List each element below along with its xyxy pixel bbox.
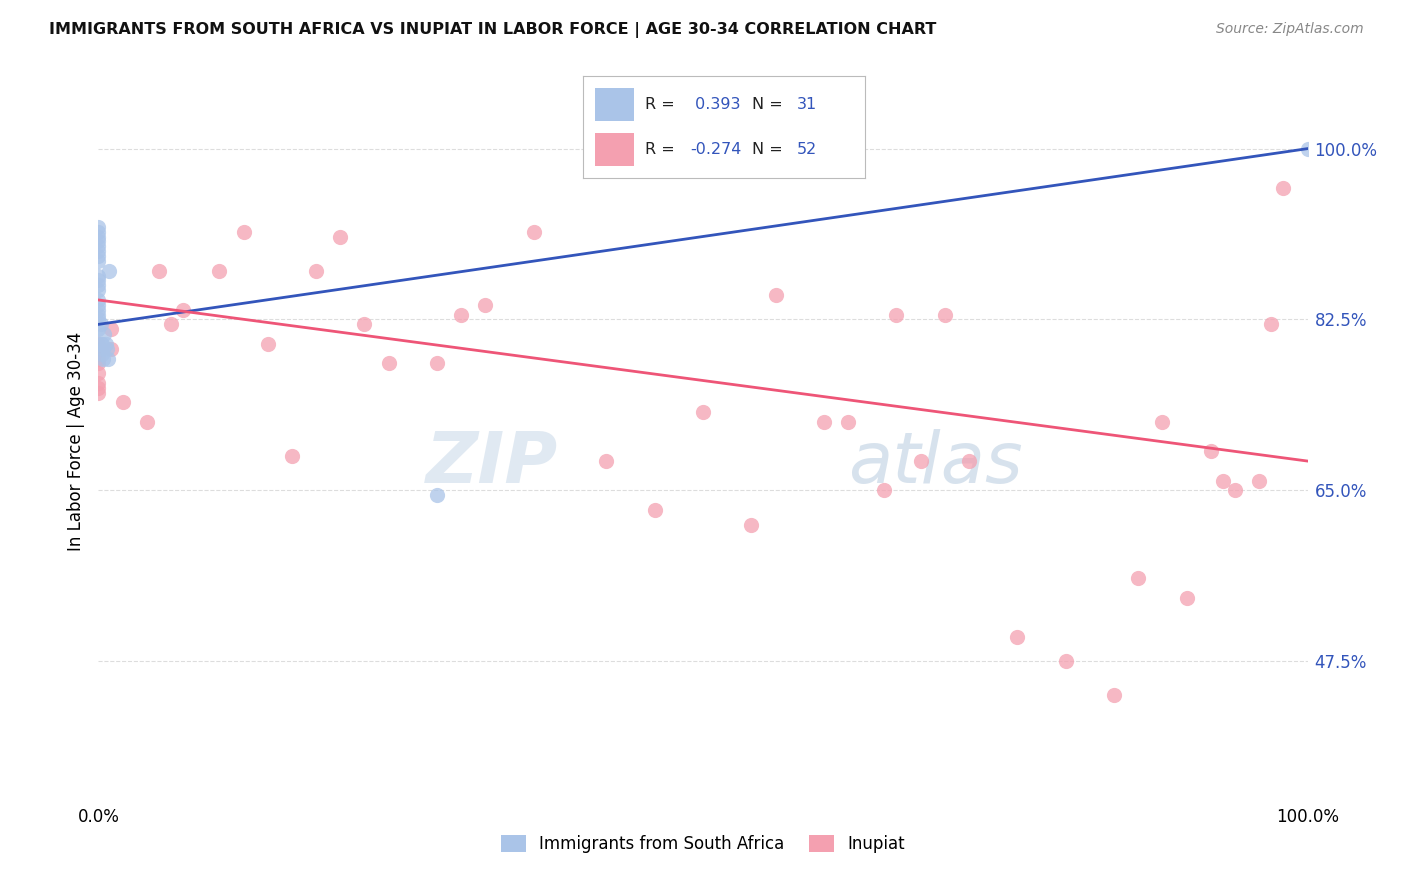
Point [910,454,932,468]
Point [87,381,110,395]
Point [1054,654,1077,668]
Point [87,219,110,234]
Point [377,356,399,370]
Point [1223,483,1246,498]
Point [329,229,352,244]
Point [87,351,110,366]
Text: IMMIGRANTS FROM SOUTH AFRICA VS INUPIAT IN LABOR FORCE | AGE 30-34 CORRELATION C: IMMIGRANTS FROM SOUTH AFRICA VS INUPIAT … [49,22,936,38]
Point [837,415,859,429]
Point [87,322,110,336]
Point [813,415,835,429]
Text: Source: ZipAtlas.com: Source: ZipAtlas.com [1216,22,1364,37]
Point [87,235,110,249]
Point [87,298,110,312]
Legend: Immigrants from South Africa, Inupiat: Immigrants from South Africa, Inupiat [494,828,912,860]
Point [886,308,908,322]
Point [87,273,110,287]
Point [87,225,110,239]
Point [232,225,254,239]
Point [87,356,110,370]
Point [87,249,110,263]
Point [96,342,118,356]
Point [426,488,449,502]
Y-axis label: In Labor Force | Age 30-34: In Labor Force | Age 30-34 [66,332,84,551]
Point [1260,318,1282,332]
Point [87,244,110,259]
Point [87,312,110,326]
Point [91,346,114,360]
Point [353,318,375,332]
Point [87,385,110,400]
Point [91,337,114,351]
Point [740,517,762,532]
Point [172,302,194,317]
Point [523,225,546,239]
Point [1007,630,1029,644]
Point [1102,689,1125,703]
Point [87,229,110,244]
Text: 31: 31 [797,97,817,112]
Point [1272,180,1295,194]
Text: -0.274: -0.274 [690,142,742,157]
Point [281,449,304,463]
Point [426,356,449,370]
Point [100,342,122,356]
Point [87,302,110,317]
Point [1152,415,1174,429]
Point [87,366,110,380]
Text: R =: R = [645,97,681,112]
Point [644,503,666,517]
Text: N =: N = [752,142,789,157]
Point [1128,571,1150,585]
Point [208,263,231,277]
Point [87,346,110,360]
Point [957,454,980,468]
Point [934,308,956,322]
Point [90,318,112,332]
Point [93,327,115,342]
Point [595,454,617,468]
Point [98,263,121,277]
Text: 0.393: 0.393 [690,97,741,112]
Point [97,351,120,366]
Point [91,342,114,356]
Point [87,239,110,253]
Point [87,337,110,351]
Point [256,337,278,351]
Text: 52: 52 [797,142,817,157]
Point [90,337,112,351]
Point [1199,444,1222,458]
Point [87,342,110,356]
Point [87,308,110,322]
Point [87,293,110,307]
Bar [595,88,634,121]
Point [91,351,114,366]
Text: ZIP: ZIP [426,429,558,498]
Point [135,415,157,429]
Point [1212,474,1234,488]
Point [111,395,134,409]
Point [873,483,896,498]
Point [87,254,110,268]
Point [450,308,472,322]
Point [692,405,714,419]
Point [160,318,183,332]
Point [474,298,496,312]
Point [305,263,328,277]
Point [1249,474,1271,488]
Text: atlas: atlas [848,429,1022,498]
Point [1296,142,1319,156]
Point [94,337,117,351]
Point [87,268,110,283]
Point [87,376,110,390]
Text: R =: R = [645,142,681,157]
Point [1175,591,1198,605]
Point [148,263,170,277]
Text: N =: N = [752,97,789,112]
Point [87,278,110,293]
Bar [595,133,634,166]
Point [765,288,787,302]
Point [100,322,122,336]
Point [87,283,110,297]
